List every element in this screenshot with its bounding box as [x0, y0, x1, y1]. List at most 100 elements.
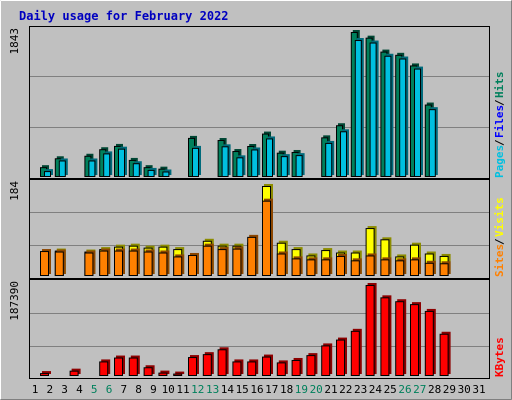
visits-bars — [40, 184, 451, 277]
kbytes-kbytes-bar — [99, 361, 109, 377]
visits-sites-bar — [128, 250, 138, 276]
hits-pages-bar — [414, 68, 421, 177]
x-tick-label: 22 — [339, 383, 352, 396]
visits-sites-bar — [365, 255, 375, 277]
kbytes-kbytes-bar — [188, 357, 197, 376]
kbytes-ymax-label: 187390 — [8, 281, 21, 321]
legend-sites: Sites — [493, 244, 506, 277]
hits-pages-bar — [354, 40, 362, 177]
visits-sites-bar — [173, 256, 183, 277]
kbytes-kbytes-bar-shadow — [42, 371, 51, 374]
hits-pages-bar — [147, 169, 155, 178]
x-tick-label: 12 — [191, 383, 204, 396]
kbytes-kbytes-bar — [217, 349, 227, 376]
x-tick-label: 16 — [250, 383, 263, 396]
x-tick-label: 15 — [236, 383, 249, 396]
visits-sites-bar — [232, 248, 242, 276]
hits-pages-bar — [369, 42, 377, 178]
kbytes-kbytes-bar — [380, 297, 390, 376]
visits-sites-bar — [262, 200, 271, 277]
visits-sites-bar — [99, 250, 109, 276]
visits-sites-bar — [380, 259, 390, 277]
visits-sites-bar — [217, 249, 227, 276]
kbytes-kbytes-bar — [173, 373, 183, 376]
hits-pages-bar — [399, 58, 407, 177]
x-tick-label: 19 — [295, 383, 308, 396]
x-tick-label: 9 — [150, 383, 157, 396]
hits-pages-bar — [58, 160, 66, 178]
visits-sites-bar — [424, 262, 434, 277]
hits-pages-bar — [325, 142, 333, 177]
kbytes-kbytes-bar — [276, 362, 286, 376]
kbytes-panel: 187390 KBytes — [8, 279, 506, 379]
kbytes-kbytes-bar — [143, 367, 153, 377]
kbytes-kbytes-bar — [232, 361, 242, 377]
x-tick-label: 24 — [369, 383, 383, 396]
x-tick-label: 23 — [354, 383, 367, 396]
x-tick-label: 14 — [221, 383, 235, 396]
hits-pages-bar — [384, 55, 392, 178]
hits-pages-bar — [118, 148, 125, 178]
legend-kbytes: KBytes — [493, 337, 506, 377]
legend-visits: Visits — [493, 197, 506, 237]
chart-title: Daily usage for February 2022 — [19, 9, 229, 23]
hits-ymax-label: 1843 — [8, 28, 21, 55]
kbytes-kbytes-bar — [365, 285, 375, 376]
x-tick-label: 17 — [265, 383, 278, 396]
visits-sites-bar — [350, 260, 360, 277]
kbytes-kbytes-bar — [202, 354, 212, 377]
x-tick-label: 18 — [280, 383, 293, 396]
visits-panel: 184 Sites / Visits — [8, 179, 506, 279]
visits-sites-bar — [143, 251, 153, 276]
x-tick-label: 10 — [162, 383, 175, 396]
x-axis-labels: 1 2 3 4 5 6 7 8 9 10 11 12 13 14 15 16 17 18 19 20 21 22 23 24 2… — [32, 383, 486, 396]
visits-sites-bar — [321, 259, 331, 277]
kbytes-kbytes-bar — [158, 372, 168, 377]
x-tick-label: 3 — [61, 383, 68, 396]
kbytes-bars — [40, 283, 451, 377]
visits-sites-bar — [40, 251, 49, 277]
kbytes-kbytes-bar-shadow — [175, 371, 185, 374]
hits-panel: 1843 Pages / Files / Hits — [8, 26, 506, 179]
x-tick-label: 13 — [206, 383, 219, 396]
hits-pages-bar — [428, 109, 436, 177]
kbytes-kbytes-bar — [336, 339, 345, 377]
kbytes-kbytes-bar — [40, 373, 49, 377]
visits-sites-bar — [291, 258, 301, 276]
visits-sites-bar — [188, 254, 197, 276]
visits-sites-bar — [306, 259, 316, 277]
visits-sites-bar — [202, 245, 212, 277]
x-tick-label: 30 — [458, 383, 471, 396]
kbytes-kbytes-bar — [424, 310, 434, 376]
x-tick-label: 21 — [324, 383, 337, 396]
legend-files: Files — [493, 105, 506, 138]
hits-pages-bar — [44, 171, 51, 177]
x-tick-label: 29 — [443, 383, 456, 396]
visits-sites-bar — [247, 236, 257, 277]
hits-pages-bar — [251, 149, 259, 178]
visits-sites-bar — [54, 251, 64, 276]
visits-sites-bar — [84, 252, 94, 277]
visits-sites-bar — [410, 259, 419, 277]
hits-pages-bar — [266, 138, 273, 178]
visits-sites-bar — [439, 263, 449, 277]
hits-pages-bar — [340, 131, 347, 177]
x-tick-label: 20 — [310, 383, 323, 396]
visits-sites-bar — [336, 255, 345, 276]
visits-sites-bar — [114, 250, 123, 276]
kbytes-kbytes-bar — [128, 357, 138, 377]
kbytes-kbytes-bar — [262, 356, 271, 376]
hits-pages-bar — [162, 171, 170, 178]
x-tick-label: 6 — [106, 383, 113, 396]
legend-slash: / — [493, 139, 506, 146]
x-tick-label: 2 — [46, 383, 53, 396]
hits-pages-bar — [192, 147, 199, 177]
visits-sites-bar — [158, 252, 168, 277]
x-tick-label: 27 — [413, 383, 426, 396]
hits-pages-bar — [236, 157, 244, 177]
kbytes-kbytes-bar — [395, 301, 405, 376]
visits-ymax-label: 184 — [8, 181, 21, 201]
x-tick-label: 25 — [384, 383, 397, 396]
legend-slash: / — [493, 99, 506, 106]
